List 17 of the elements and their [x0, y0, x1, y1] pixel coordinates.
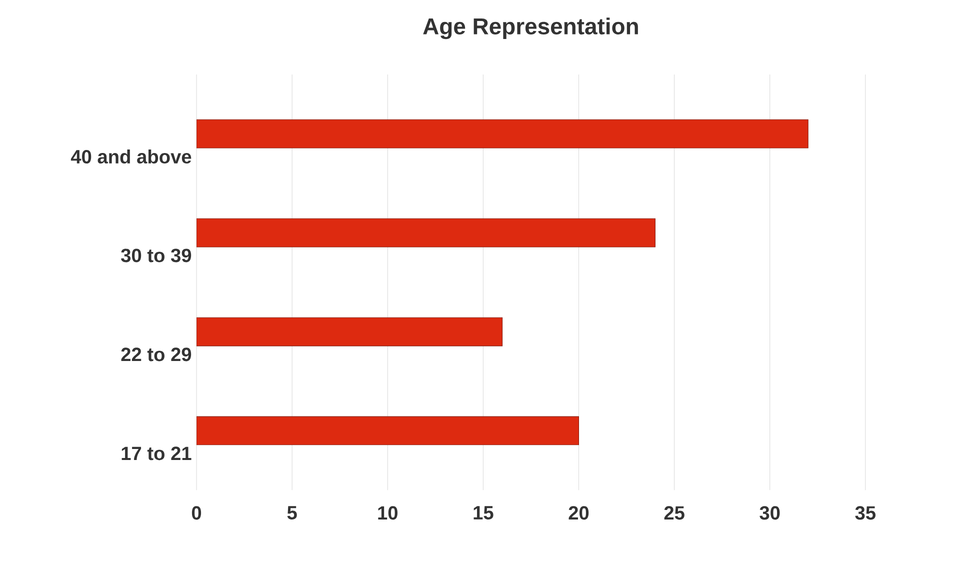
x-tick-label: 5 — [287, 506, 297, 520]
x-tick-label: 25 — [664, 506, 684, 520]
y-tick-label: 40 and above — [70, 150, 192, 164]
x-tick-label: 10 — [378, 506, 398, 520]
bar — [196, 218, 656, 248]
x-tick-label: 35 — [855, 506, 876, 520]
chart-title: Age Representation — [423, 18, 638, 40]
y-tick-label: 22 to 29 — [121, 348, 192, 362]
bar — [196, 317, 503, 346]
x-tick-label: 30 — [760, 506, 780, 520]
bar — [196, 416, 580, 446]
y-tick-label: 30 to 39 — [121, 248, 192, 262]
x-tick-label: 20 — [568, 506, 589, 520]
bar — [196, 119, 808, 148]
x-tick-label: 0 — [192, 506, 202, 520]
y-tick-label: 17 to 21 — [122, 446, 192, 460]
x-tick-label: 15 — [474, 506, 494, 520]
